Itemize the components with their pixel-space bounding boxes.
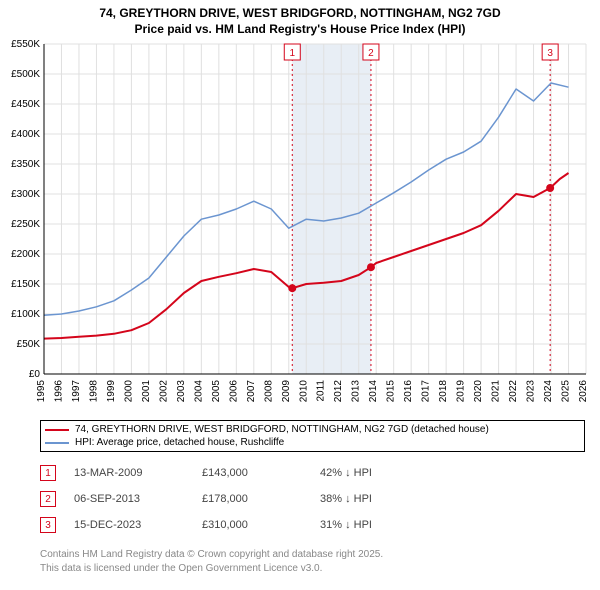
- sales-row: 1 13-MAR-2009 £143,000 42% ↓ HPI: [40, 460, 585, 486]
- svg-text:2015: 2015: [386, 380, 397, 403]
- title-line-2: Price paid vs. HM Land Registry's House …: [0, 22, 600, 38]
- svg-text:2: 2: [368, 48, 374, 59]
- svg-text:2016: 2016: [403, 380, 414, 403]
- svg-text:2006: 2006: [228, 380, 239, 403]
- sale-pct: 42% ↓ HPI: [320, 467, 420, 479]
- svg-text:3: 3: [547, 48, 553, 59]
- svg-text:2018: 2018: [438, 380, 449, 403]
- svg-text:2022: 2022: [508, 380, 519, 403]
- svg-text:£400K: £400K: [11, 129, 40, 140]
- legend-swatch: [45, 442, 69, 444]
- svg-text:£200K: £200K: [11, 249, 40, 260]
- svg-text:2001: 2001: [141, 380, 152, 403]
- svg-text:2013: 2013: [351, 380, 362, 403]
- sale-date: 13-MAR-2009: [74, 467, 184, 479]
- footnote: Contains HM Land Registry data © Crown c…: [40, 548, 585, 575]
- svg-text:1996: 1996: [53, 380, 64, 403]
- svg-text:2021: 2021: [491, 380, 502, 403]
- svg-text:1998: 1998: [88, 380, 99, 403]
- svg-text:£500K: £500K: [11, 69, 40, 80]
- svg-text:2003: 2003: [176, 380, 187, 403]
- sale-pct: 31% ↓ HPI: [320, 519, 420, 531]
- sales-table: 1 13-MAR-2009 £143,000 42% ↓ HPI 2 06-SE…: [40, 460, 585, 538]
- footnote-line: This data is licensed under the Open Gov…: [40, 562, 585, 576]
- svg-text:2004: 2004: [193, 380, 204, 403]
- svg-text:2007: 2007: [246, 380, 257, 403]
- svg-text:£50K: £50K: [17, 339, 41, 350]
- sale-price: £178,000: [202, 493, 302, 505]
- svg-text:£450K: £450K: [11, 99, 40, 110]
- svg-text:1999: 1999: [106, 380, 117, 403]
- legend-label: 74, GREYTHORN DRIVE, WEST BRIDGFORD, NOT…: [75, 424, 489, 435]
- legend-label: HPI: Average price, detached house, Rush…: [75, 437, 284, 448]
- svg-text:2002: 2002: [158, 380, 169, 403]
- sales-row: 2 06-SEP-2013 £178,000 38% ↓ HPI: [40, 486, 585, 512]
- sale-price: £143,000: [202, 467, 302, 479]
- svg-text:£300K: £300K: [11, 189, 40, 200]
- svg-text:2011: 2011: [316, 380, 327, 402]
- sale-date: 15-DEC-2023: [74, 519, 184, 531]
- svg-text:2008: 2008: [263, 380, 274, 403]
- svg-text:2010: 2010: [298, 380, 309, 403]
- svg-text:2014: 2014: [368, 380, 379, 403]
- legend-swatch: [45, 429, 69, 431]
- footnote-line: Contains HM Land Registry data © Crown c…: [40, 548, 585, 562]
- svg-text:2020: 2020: [473, 380, 484, 403]
- svg-text:2017: 2017: [421, 380, 432, 403]
- chart-container: 74, GREYTHORN DRIVE, WEST BRIDGFORD, NOT…: [0, 0, 600, 590]
- svg-text:£350K: £350K: [11, 159, 40, 170]
- svg-text:1995: 1995: [36, 380, 47, 403]
- svg-text:2026: 2026: [578, 380, 589, 403]
- legend-row: 74, GREYTHORN DRIVE, WEST BRIDGFORD, NOT…: [45, 423, 580, 436]
- svg-text:2009: 2009: [281, 380, 292, 403]
- svg-text:2023: 2023: [526, 380, 537, 403]
- svg-text:£150K: £150K: [11, 279, 40, 290]
- chart-area: 1 2 3 £0 £50K £100K £150K £200K £250K £300K £350K £…: [6, 40, 594, 410]
- svg-text:2025: 2025: [561, 380, 572, 403]
- chart-svg: 1 2 3 £0 £50K £100K £150K £200K £250K £300K £350K £…: [6, 40, 594, 410]
- svg-text:£250K: £250K: [11, 219, 40, 230]
- sale-marker-badge: 3: [40, 517, 56, 533]
- legend: 74, GREYTHORN DRIVE, WEST BRIDGFORD, NOT…: [40, 420, 585, 452]
- svg-text:2000: 2000: [123, 380, 134, 403]
- svg-text:2019: 2019: [456, 380, 467, 403]
- sale-date: 06-SEP-2013: [74, 493, 184, 505]
- legend-row: HPI: Average price, detached house, Rush…: [45, 436, 580, 449]
- sale-pct: 38% ↓ HPI: [320, 493, 420, 505]
- svg-text:£0: £0: [29, 369, 41, 380]
- sales-row: 3 15-DEC-2023 £310,000 31% ↓ HPI: [40, 512, 585, 538]
- chart-title: 74, GREYTHORN DRIVE, WEST BRIDGFORD, NOT…: [0, 0, 600, 37]
- svg-text:£550K: £550K: [11, 40, 40, 50]
- svg-text:1997: 1997: [71, 380, 82, 403]
- svg-text:2012: 2012: [333, 380, 344, 403]
- svg-text:1: 1: [289, 48, 295, 59]
- svg-text:2024: 2024: [543, 380, 554, 403]
- sale-price: £310,000: [202, 519, 302, 531]
- svg-text:2005: 2005: [211, 380, 222, 403]
- sale-marker-badge: 1: [40, 465, 56, 481]
- title-line-1: 74, GREYTHORN DRIVE, WEST BRIDGFORD, NOT…: [0, 6, 600, 22]
- sale-marker-badge: 2: [40, 491, 56, 507]
- svg-text:£100K: £100K: [11, 309, 40, 320]
